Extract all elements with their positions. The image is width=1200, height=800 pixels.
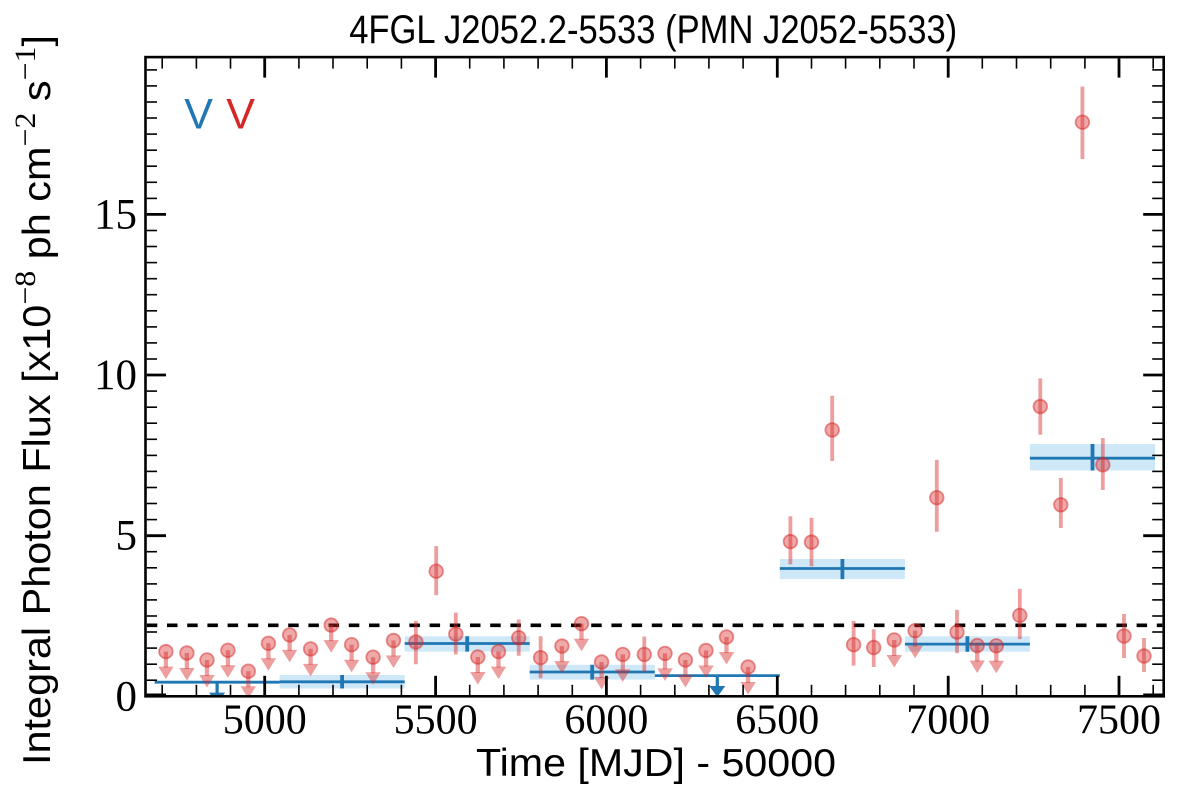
svg-text:V: V <box>226 91 255 139</box>
svg-text:6000: 6000 <box>564 698 648 744</box>
svg-text:4FGL J2052.2-5533 (PMN J2052-5: 4FGL J2052.2-5533 (PMN J2052-5533) <box>349 8 957 52</box>
svg-text:7000: 7000 <box>906 698 990 744</box>
svg-text:Time [MJD] - 50000: Time [MJD] - 50000 <box>476 742 836 785</box>
svg-text:7500: 7500 <box>1077 698 1161 744</box>
svg-text:15: 15 <box>94 191 137 238</box>
svg-text:V: V <box>184 91 213 139</box>
svg-text:6500: 6500 <box>735 698 819 744</box>
svg-text:5500: 5500 <box>394 698 478 744</box>
svg-text:5000: 5000 <box>223 698 307 744</box>
svg-text:0: 0 <box>116 673 138 720</box>
svg-text:5: 5 <box>116 513 138 560</box>
svg-text:10: 10 <box>94 352 137 399</box>
svg-text:Integral Photon Flux [x10−8 ph: Integral Photon Flux [x10−8 ph cm−2 s−1] <box>9 35 59 765</box>
